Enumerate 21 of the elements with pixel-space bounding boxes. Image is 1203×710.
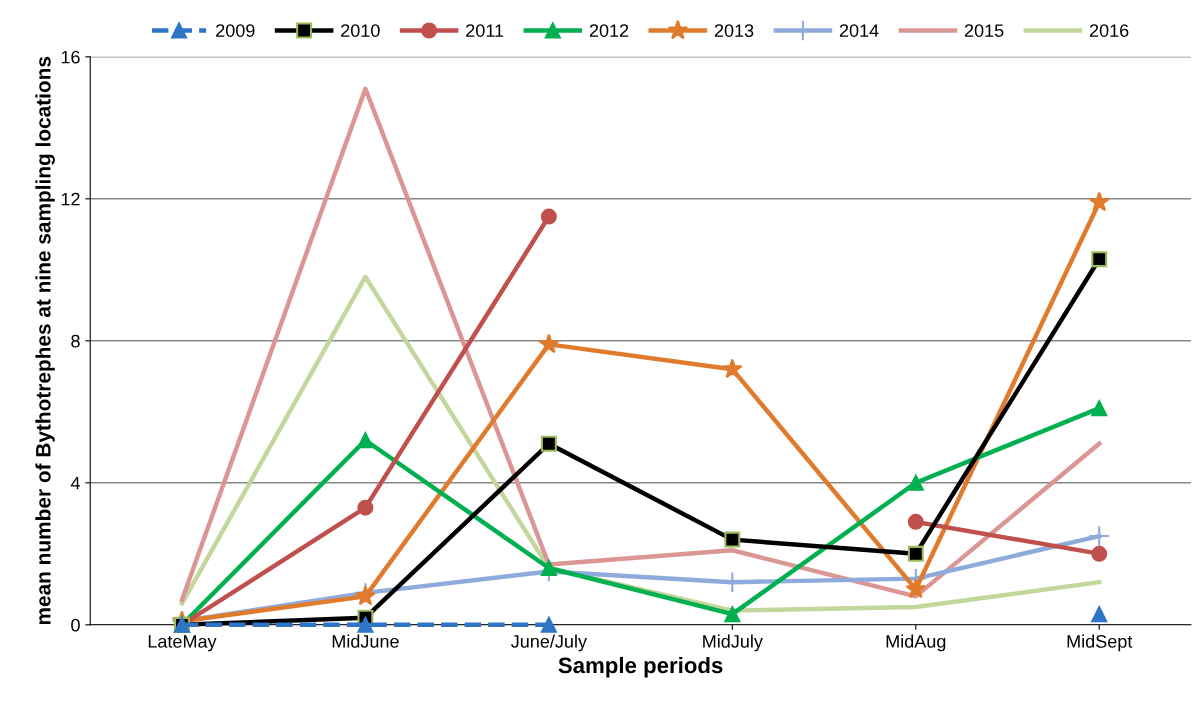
y-tick-label: 0 bbox=[71, 618, 80, 632]
y-tick-label: 8 bbox=[71, 334, 80, 348]
x-axis-title: Sample periods bbox=[558, 656, 723, 678]
legend-label: 2012 bbox=[589, 24, 629, 37]
y-tick-label: 4 bbox=[70, 476, 80, 490]
x-tick-label: LateMay bbox=[148, 635, 217, 652]
legend-label: 2011 bbox=[466, 24, 504, 37]
x-tick-label: MidJuly bbox=[703, 634, 763, 652]
legend-label: 2014 bbox=[839, 24, 879, 37]
x-tick-label: June/July bbox=[511, 634, 587, 652]
x-tick-label: MidSept bbox=[1067, 634, 1133, 652]
y-axis-title: mean number of Bythotrephes at nine sampling locations bbox=[35, 56, 55, 625]
y-tick-label: 12 bbox=[61, 192, 80, 206]
x-tick-label: MidAug bbox=[886, 634, 946, 652]
legend-label: 2010 bbox=[341, 24, 380, 37]
legend-label: 2015 bbox=[964, 24, 1004, 37]
legend-label: 2009 bbox=[216, 24, 255, 37]
legend-label: 2013 bbox=[714, 24, 754, 37]
x-tick-label: MidJune bbox=[332, 634, 399, 648]
legend-label: 2016 bbox=[1089, 24, 1129, 37]
y-tick-label: 16 bbox=[61, 50, 80, 64]
